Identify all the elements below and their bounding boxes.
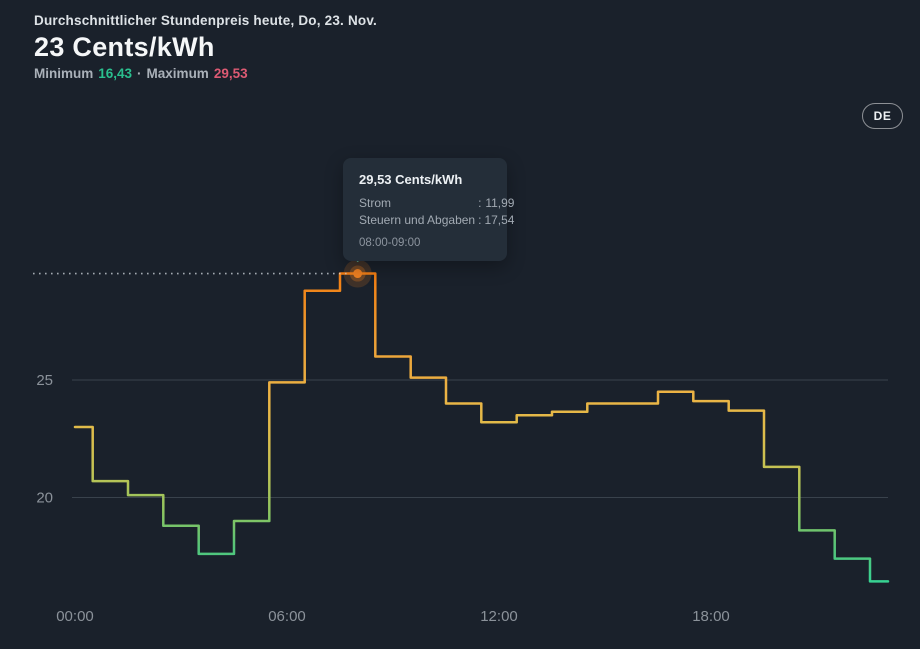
chart-tooltip: 29,53 Cents/kWh Strom : 11,99 Steuern un… [343,158,514,261]
minimum-value: 16,43 [98,66,133,81]
tooltip-price: 29,53 Cents/kWh [359,172,463,187]
page-title: 23 Cents/kWh [34,32,215,62]
tooltip-row-colon: : [478,213,482,227]
tooltip-breakdown: Strom : 11,99 Steuern und Abgaben : 17,5… [359,196,514,227]
tooltip-row-value: 17,54 [484,213,515,227]
tooltip-row-colon: : [478,196,482,210]
y-axis-tick-label: 20 [36,490,53,507]
maximum-value: 29,53 [213,66,248,81]
language-button[interactable]: DE [862,103,903,129]
minimum-label: Minimum [34,66,94,81]
tooltip-row-label: Strom [359,196,392,210]
tooltip-time-range: 08:00-09:00 [359,237,421,249]
x-axis-tick-label: 18:00 [692,608,730,625]
separator-dot: · [137,66,142,81]
header: Durchschnittlicher Stundenpreis heute, D… [34,13,377,81]
x-axis-tick-label: 06:00 [268,608,306,625]
tooltip-row-value: 11,99 [485,196,515,210]
min-max-row: Minimum 16,43 · Maximum 29,53 [34,66,377,81]
tooltip-row-label: Steuern und Abgaben [359,213,476,227]
x-axis-tick-label: 12:00 [480,608,518,625]
x-axis-tick-label: 00:00 [56,608,94,625]
price-step-line [73,272,890,583]
highlight-dot[interactable] [353,269,363,279]
y-axis-tick-label: 25 [36,372,53,389]
chart-subtitle: Durchschnittlicher Stundenpreis heute, D… [34,13,378,28]
maximum-label: Maximum [146,66,209,81]
